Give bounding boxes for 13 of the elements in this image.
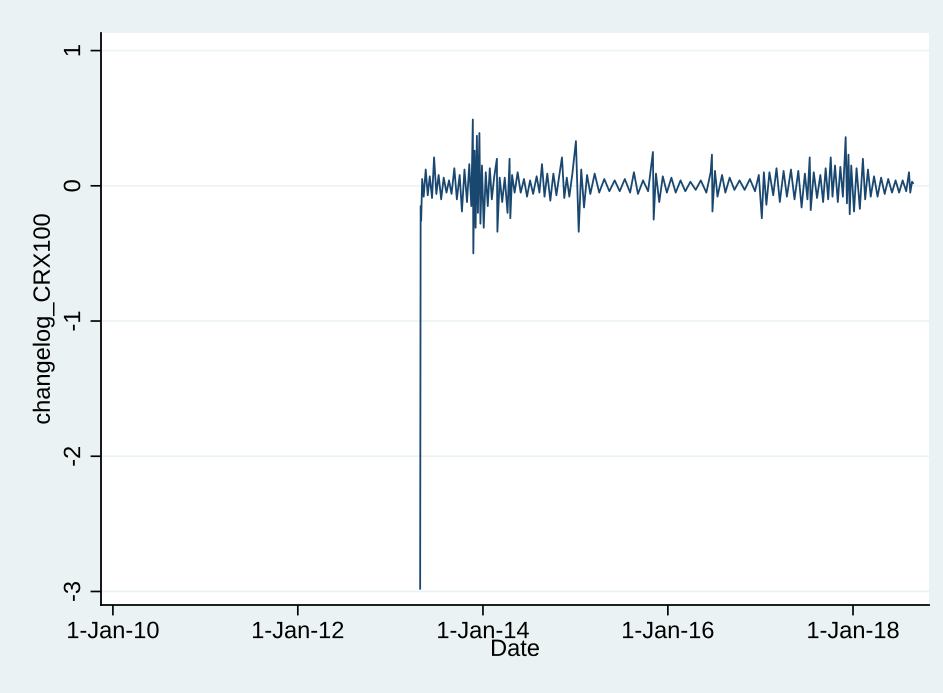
x-axis-title: Date [492, 640, 539, 656]
y-tick-label: -3 [64, 582, 80, 601]
x-tick-label: 1-Jan-12 [253, 622, 344, 638]
x-tick-label: 1-Jan-18 [808, 622, 899, 638]
y-tick-label: 1 [64, 45, 80, 56]
y-tick-label: 0 [64, 180, 80, 192]
x-tick-label: 1-Jan-14 [438, 622, 529, 638]
x-tick-label: 1-Jan-16 [623, 622, 714, 638]
x-tick-label: 1-Jan-10 [68, 622, 159, 638]
y-axis-title: changelog_CRX100 [32, 214, 55, 424]
y-tick-label: -1 [64, 312, 80, 330]
line-series [419, 118, 914, 590]
y-tick-label: -2 [64, 446, 80, 466]
